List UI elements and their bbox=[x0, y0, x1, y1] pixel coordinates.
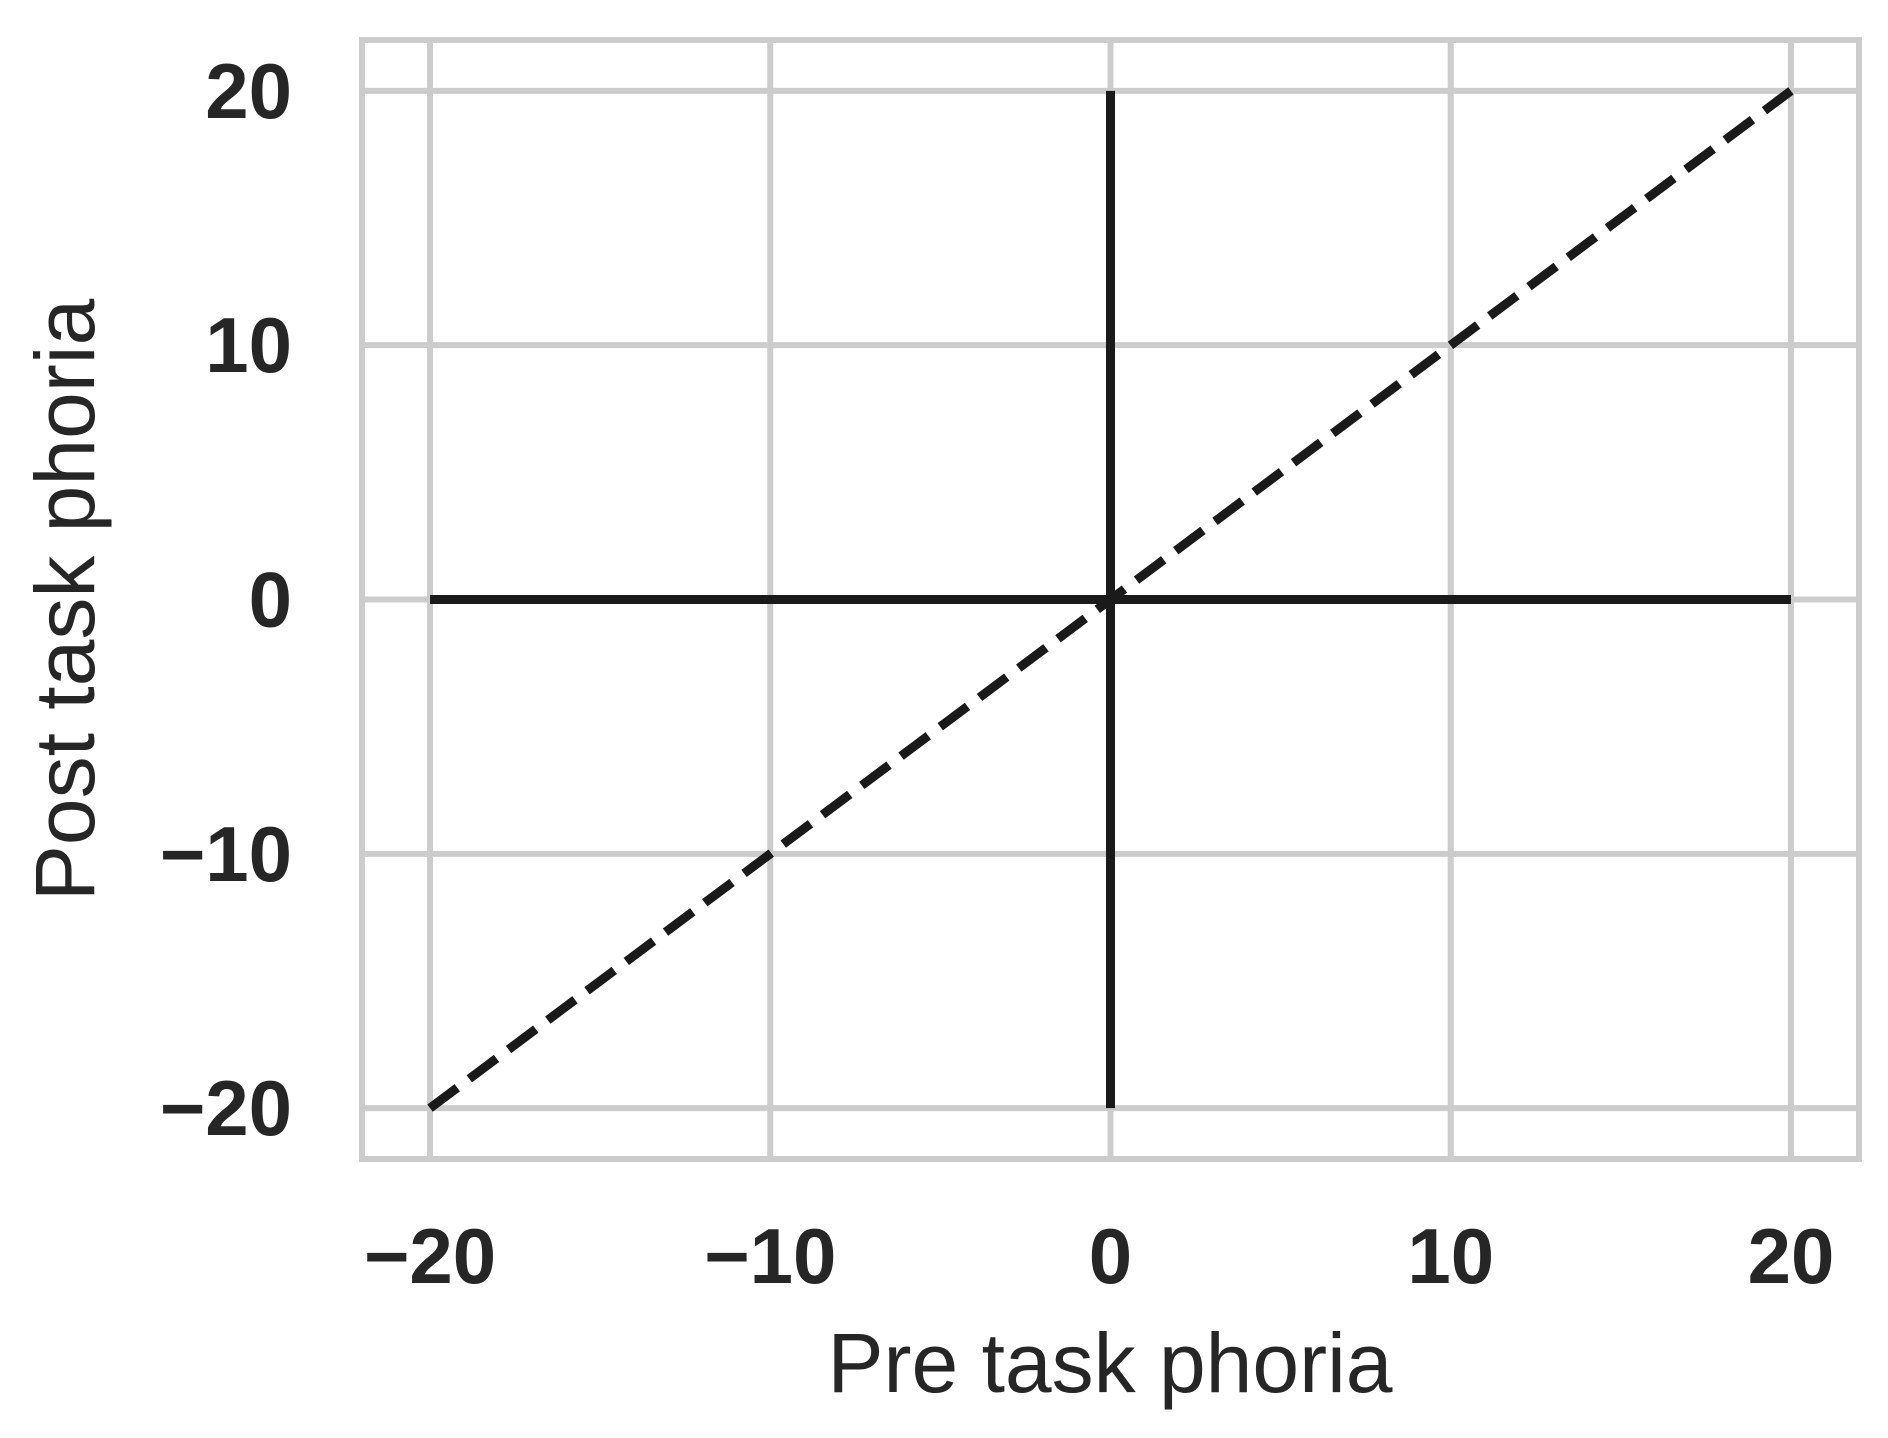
x-axis-label: Pre task phoria bbox=[828, 1316, 1393, 1410]
x-tick-labels: −20 −10 0 10 20 bbox=[364, 1212, 1834, 1300]
plot-frame bbox=[359, 37, 1862, 1162]
x-tick-label: 0 bbox=[1089, 1212, 1132, 1300]
y-tick-label: 0 bbox=[249, 556, 292, 644]
dashed-series-line-2 bbox=[427, 87, 1794, 1112]
x-tick-label: −20 bbox=[364, 1212, 496, 1300]
y-tick-label: 10 bbox=[205, 301, 292, 389]
x-tick-label: 10 bbox=[1407, 1212, 1494, 1300]
y-tick-label: 20 bbox=[205, 47, 292, 135]
y-tick-label: −10 bbox=[160, 810, 292, 898]
x-tick-label: −10 bbox=[704, 1212, 836, 1300]
series-group bbox=[427, 87, 1794, 1112]
y-axis-label: Post task phoria bbox=[18, 299, 112, 902]
y-tick-labels: −20 −10 0 10 20 bbox=[160, 47, 292, 1152]
y-tick-label: −20 bbox=[160, 1064, 292, 1152]
x-tick-label: 20 bbox=[1748, 1212, 1835, 1300]
